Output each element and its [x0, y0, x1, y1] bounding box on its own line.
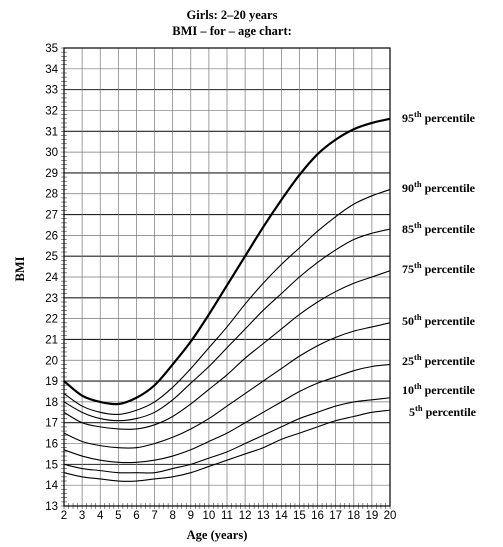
x-tick-label: 11 [221, 510, 233, 522]
y-tick-label: 17 [45, 418, 58, 430]
y-tick-label: 25 [45, 251, 58, 263]
percentile-label-25: 25th percentile [402, 352, 476, 368]
y-tick-label: 20 [45, 355, 58, 367]
percentile-curve-90 [63, 189, 391, 416]
x-tick-label: 2 [61, 510, 67, 522]
percentile-labels: 95th percentile 90th percentile 85th perce… [402, 109, 477, 419]
x-tick-label: 7 [151, 510, 157, 522]
x-tick-label: 6 [133, 510, 139, 522]
x-tick-label: 14 [275, 510, 288, 522]
y-tick-label: 32 [45, 105, 58, 117]
percentile-label-85: 85th percentile [402, 220, 476, 236]
x-axis-label: Age (years) [187, 528, 248, 542]
y-tick-label: 34 [45, 64, 58, 76]
minor-tick-marks [61, 47, 391, 509]
percentile-curve-50 [63, 322, 391, 449]
x-tick-label: 19 [365, 510, 378, 522]
percentile-label-50: 50th percentile [402, 312, 476, 328]
percentile-curve-25 [63, 363, 391, 464]
percentile-curve-5 [63, 409, 391, 482]
y-tick-label: 31 [45, 126, 58, 138]
y-tick-label: 27 [45, 210, 58, 222]
x-axis-tick-labels: 2 3 4 5 6 7 8 9 10 11 12 13 14 15 16 17 18 19 20 [61, 510, 397, 522]
x-tick-label: 13 [257, 510, 270, 522]
percentile-curve-95 [63, 117, 391, 406]
x-tick-label: 12 [239, 510, 252, 522]
y-tick-label: 14 [45, 480, 58, 492]
y-tick-label: 21 [45, 334, 58, 346]
percentile-curve-75 [63, 270, 391, 430]
y-tick-label: 19 [45, 376, 58, 388]
plot-frame [63, 47, 391, 507]
percentile-label-90: 90th percentile [402, 179, 476, 195]
y-tick-label: 18 [45, 397, 58, 409]
chart-subtitle: BMI – for – age chart: [172, 24, 292, 38]
y-tick-label: 30 [45, 147, 58, 159]
y-tick-label: 29 [45, 168, 58, 180]
percentile-curves [63, 117, 391, 482]
y-tick-label: 26 [45, 230, 58, 242]
x-tick-label: 10 [202, 510, 215, 522]
x-tick-label: 5 [115, 510, 121, 522]
percentile-label-5: 5th percentile [409, 403, 477, 419]
percentile-label-95: 95th percentile [402, 109, 476, 125]
grid-lines [63, 47, 391, 507]
percentile-curve-10 [63, 397, 391, 474]
y-tick-label: 23 [45, 293, 58, 305]
y-tick-label: 35 [45, 43, 58, 55]
y-tick-label: 24 [45, 272, 58, 284]
x-tick-label: 18 [347, 510, 360, 522]
percentile-curve-85 [63, 228, 391, 422]
x-tick-label: 20 [384, 510, 397, 522]
x-tick-label: 16 [311, 510, 324, 522]
x-tick-label: 9 [188, 510, 194, 522]
y-axis-label: BMI [13, 256, 27, 281]
percentile-label-75: 75th percentile [402, 260, 476, 276]
x-tick-label: 15 [293, 510, 306, 522]
y-axis-tick-labels: 13 14 15 16 17 18 19 20 21 22 23 24 25 26 27 28 29 30 31 32… [45, 43, 58, 513]
x-tick-label: 17 [329, 510, 342, 522]
y-tick-label: 13 [45, 501, 58, 513]
y-tick-label: 15 [45, 459, 58, 471]
y-tick-label: 28 [45, 189, 58, 201]
y-tick-label: 33 [45, 85, 58, 97]
percentile-label-10: 10th percentile [402, 381, 476, 397]
x-tick-label: 4 [97, 510, 104, 522]
y-tick-label: 16 [45, 439, 58, 451]
chart-title: Girls: 2–20 years [187, 8, 278, 22]
x-tick-label: 3 [79, 510, 85, 522]
x-tick-label: 8 [169, 510, 175, 522]
y-tick-label: 22 [45, 314, 58, 326]
